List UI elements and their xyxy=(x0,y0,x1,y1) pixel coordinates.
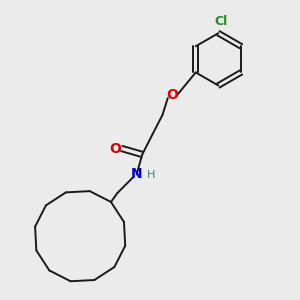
Text: O: O xyxy=(167,88,178,102)
Text: Cl: Cl xyxy=(214,15,227,28)
Text: H: H xyxy=(147,170,155,180)
Text: O: O xyxy=(109,142,121,155)
Text: N: N xyxy=(131,167,142,182)
